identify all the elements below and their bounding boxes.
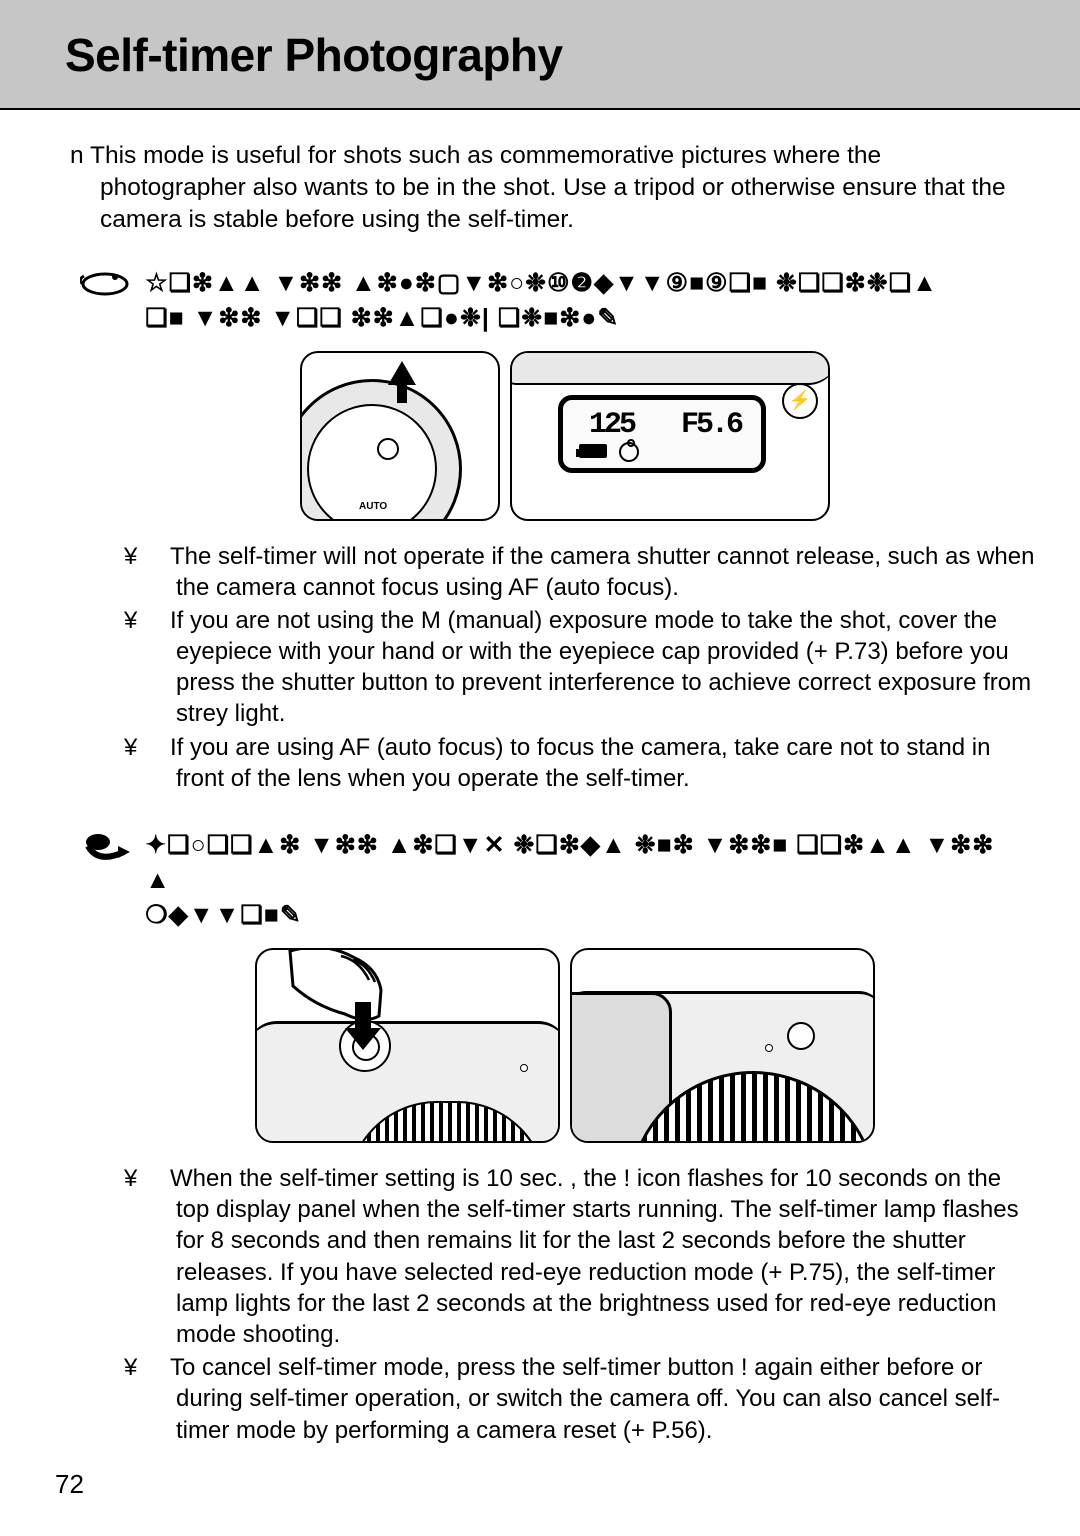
- bullet-text: If you are not using the M (manual) expo…: [170, 607, 1031, 728]
- hand-icon: [285, 948, 405, 1036]
- flash-glyph: ⚡: [789, 390, 811, 410]
- lcd-timer-icon: [619, 442, 639, 462]
- figure-press-shutter: [255, 948, 560, 1143]
- content: nThis mode is useful for shots such as c…: [0, 110, 1080, 1446]
- lcd-shutter: 125: [589, 408, 634, 442]
- bullet-marker: ¥: [150, 1352, 170, 1383]
- step1-bullet-3: ¥If you are using AF (auto focus) to foc…: [150, 732, 1040, 794]
- bullet-marker: ¥: [150, 605, 170, 636]
- bullet-text: When the self-timer setting is 10 sec. ,…: [170, 1165, 1019, 1348]
- step1-heading-text: ☆❏❇▲▲ ▼❇❇ ▲❇●❇▢▼❇○❉⑩❷◆▼▼⑨■⑨❏■ ❉❏❏❇❉❏▲ ❏■…: [145, 266, 1025, 336]
- arrow-down-icon: [355, 1002, 371, 1030]
- step2-bullet-1: ¥When the self-timer setting is 10 sec. …: [150, 1163, 1040, 1350]
- battery-icon: [579, 444, 607, 458]
- step2-number-icon: [80, 828, 138, 868]
- page-number: 72: [55, 1469, 84, 1500]
- step1-heading: ☆❏❇▲▲ ▼❇❇ ▲❇●❇▢▼❇○❉⑩❷◆▼▼⑨■⑨❏■ ❉❏❏❇❉❏▲ ❏■…: [90, 266, 1040, 336]
- intro-text: This mode is useful for shots such as co…: [90, 142, 1006, 233]
- dial-auto-label: AUTO: [359, 501, 387, 512]
- step2-heading: ✦❏○❏❏▲❇ ▼❇❇ ▲❇❏▼✕ ❉❏❇◆▲ ❉■❇ ▼❇❇■ ❏❏❇▲▲ ▼…: [90, 828, 1040, 933]
- dial-inner: AUTO: [307, 404, 437, 521]
- step2-line1: ✦❏○❏❏▲❇ ▼❇❇ ▲❇❏▼✕ ❉❏❇◆▲ ❉■❇ ▼❇❇■ ❏❏❇▲▲ ▼…: [145, 831, 994, 894]
- step1-bullet-1: ¥The self-timer will not operate if the …: [150, 541, 1040, 603]
- bullet-text: To cancel self-timer mode, press the sel…: [170, 1354, 1000, 1443]
- screw-icon: [520, 1064, 528, 1072]
- figure-lcd-panel: 125 F5.6 ⚡: [510, 351, 830, 521]
- bullet-marker: ¥: [150, 732, 170, 763]
- bullet-marker: ¥: [150, 541, 170, 572]
- step2-line2: ❍◆▼▼❏■✎: [145, 901, 302, 929]
- figure-timer-lamp: [570, 948, 875, 1143]
- step1-line2: ❏■ ▼❇❇ ▼❏❏ ❇❇▲❏●❉| ❏❉■❇●✎: [145, 304, 619, 332]
- step1-bullet-2: ¥If you are not using the M (manual) exp…: [150, 605, 1040, 730]
- screw-icon: [765, 1044, 773, 1052]
- step1-line1: ☆❏❇▲▲ ▼❇❇ ▲❇●❇▢▼❇○❉⑩❷◆▼▼⑨■⑨❏■ ❉❏❏❇❉❏▲: [145, 269, 938, 297]
- intro-paragraph: nThis mode is useful for shots such as c…: [100, 140, 1010, 236]
- step2-bullet-2: ¥To cancel self-timer mode, press the se…: [150, 1352, 1040, 1446]
- bullet-text: The self-timer will not operate if the c…: [170, 543, 1034, 601]
- timer-icon: [377, 438, 399, 460]
- arrow-up-icon: [388, 361, 416, 385]
- step2-bullets: ¥When the self-timer setting is 10 sec. …: [150, 1163, 1040, 1446]
- flash-button-icon: ⚡: [782, 383, 818, 419]
- step1-bullets: ¥The self-timer will not operate if the …: [150, 541, 1040, 795]
- step2-figures: [90, 948, 1040, 1143]
- figure-mode-dial: AUTO: [300, 351, 500, 521]
- mode-dial: AUTO: [300, 379, 462, 521]
- page-title: Self-timer Photography: [65, 28, 1080, 82]
- step1-number-icon: [80, 266, 138, 306]
- intro-marker: n: [70, 140, 90, 172]
- step1-figures: AUTO 125 F5.6 ⚡: [90, 351, 1040, 521]
- bullet-marker: ¥: [150, 1163, 170, 1194]
- self-timer-lamp: [787, 1022, 815, 1050]
- camera-edge: [510, 351, 830, 385]
- header: Self-timer Photography: [0, 0, 1080, 110]
- step2-heading-text: ✦❏○❏❏▲❇ ▼❇❇ ▲❇❏▼✕ ❉❏❇◆▲ ❉■❇ ▼❇❇■ ❏❏❇▲▲ ▼…: [145, 828, 1025, 933]
- bullet-text: If you are using AF (auto focus) to focu…: [170, 734, 990, 792]
- lcd-aperture: F5.6: [681, 408, 741, 442]
- lcd-display: 125 F5.6: [558, 395, 766, 473]
